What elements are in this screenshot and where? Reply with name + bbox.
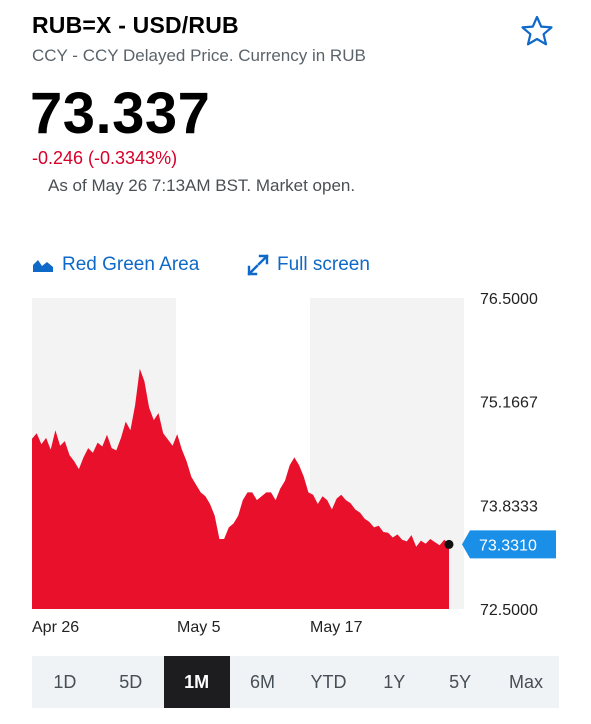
last-price-dot xyxy=(444,539,454,549)
range-button-6m[interactable]: 6M xyxy=(250,671,276,692)
range-button-max[interactable]: Max xyxy=(509,671,544,692)
fullscreen-label: Full screen xyxy=(277,254,370,275)
y-tick-label: 72.5000 xyxy=(480,602,538,619)
current-price-badge: 73.3310 xyxy=(462,530,556,559)
price-chart[interactable]: 76.5000 75.1667 73.8333 72.5000 Apr 26 May 5… xyxy=(0,290,591,646)
range-button-1m[interactable]: 1M xyxy=(163,656,230,708)
y-tick-label: 75.1667 xyxy=(480,395,538,412)
fullscreen-button[interactable]: Full screen xyxy=(247,254,370,276)
range-button-1d[interactable]: 1D xyxy=(53,671,77,692)
ticker-title: RUB=X - USD/RUB xyxy=(32,12,239,38)
x-tick-label: May 5 xyxy=(177,619,221,636)
range-selector: 1D 5D 1M 6M YTD 1Y 5Y Max xyxy=(32,656,559,708)
y-tick-label: 73.8333 xyxy=(480,498,538,515)
chart-type-label: Red Green Area xyxy=(62,254,200,275)
quote-subtitle: CCY - CCY Delayed Price. Currency in RUB xyxy=(32,46,366,65)
x-tick-label: Apr 26 xyxy=(32,619,79,636)
area-chart-icon xyxy=(33,260,53,272)
chart-type-button[interactable]: Red Green Area xyxy=(32,254,199,276)
price-change: -0.246 (-0.3343%) xyxy=(32,148,178,168)
y-tick-label: 76.5000 xyxy=(480,291,538,308)
x-tick-label: May 17 xyxy=(310,619,363,636)
range-button-5d[interactable]: 5D xyxy=(119,671,143,692)
market-status: As of May 26 7:13AM BST. Market open. xyxy=(48,176,356,195)
range-button-5y[interactable]: 5Y xyxy=(449,671,472,692)
range-button-1y[interactable]: 1Y xyxy=(383,671,406,692)
current-price: 73.337 xyxy=(30,81,211,146)
range-button-ytd[interactable]: YTD xyxy=(310,671,347,692)
expand-icon xyxy=(247,254,269,276)
star-icon[interactable] xyxy=(520,14,554,48)
price-area xyxy=(32,368,449,609)
current-price-label: 73.3310 xyxy=(479,537,537,554)
